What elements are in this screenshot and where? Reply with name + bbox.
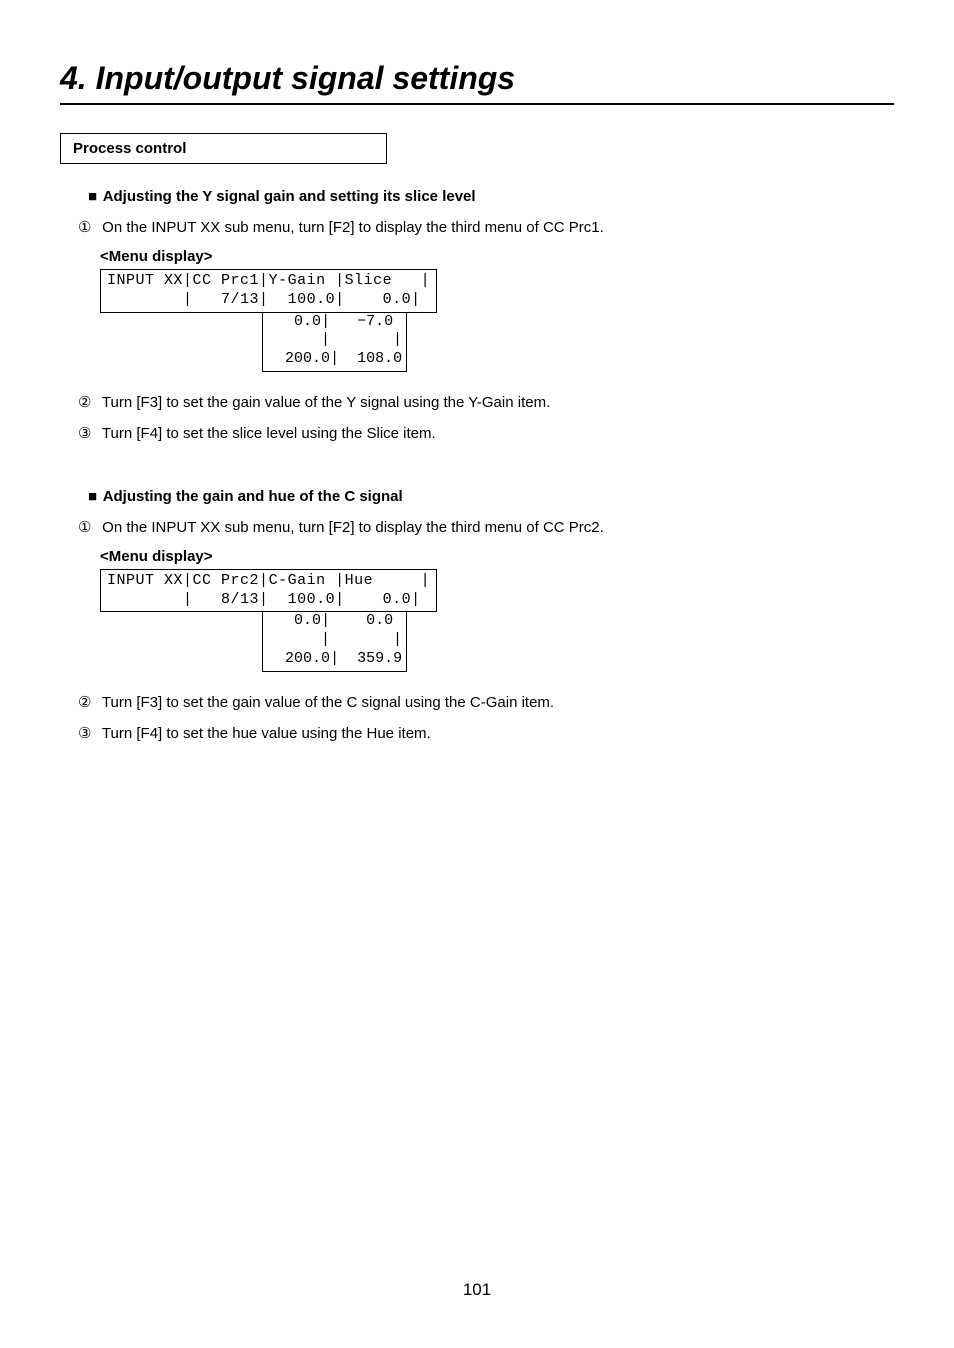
step-number-3-icon: ③	[78, 723, 98, 744]
section2-step1-text: On the INPUT XX sub menu, turn [F2] to d…	[102, 519, 604, 536]
section1-menu-display: INPUT XX|CC Prc1|Y-Gain |Slice | | 7/13|…	[100, 269, 437, 313]
section1-step3: ③ Turn [F4] to set the slice level using…	[78, 423, 894, 444]
s1-r4-max: 108.0	[357, 350, 402, 367]
title-rule	[60, 103, 894, 105]
s2-col2-h: CC Prc2	[193, 572, 260, 589]
s1-col1-h: INPUT XX	[107, 272, 183, 289]
step-number-2-icon: ②	[78, 392, 98, 413]
step-number-1-icon: ①	[78, 217, 98, 238]
section2-step1: ① On the INPUT XX sub menu, turn [F2] to…	[78, 517, 894, 538]
s2-r4-min: 0.0	[366, 612, 393, 629]
section1-step1: ① On the INPUT XX sub menu, turn [F2] to…	[78, 217, 894, 238]
s1-col4-h: Slice	[345, 272, 393, 289]
section1-range-box: 0.0| −7.0 | | 200.0| 108.0	[100, 312, 407, 372]
s2-col4-h: Hue	[345, 572, 374, 589]
chapter-title: 4. Input/output signal settings	[60, 60, 894, 97]
section1-step3-text: Turn [F4] to set the slice level using t…	[102, 425, 436, 442]
section2-heading: ■ Adjusting the gain and hue of the C si…	[88, 488, 894, 505]
section1-step2-text: Turn [F3] to set the gain value of the Y…	[102, 394, 550, 411]
s2-col2-v: 8/13	[221, 591, 259, 608]
section1-heading-text: Adjusting the Y signal gain and setting …	[103, 188, 476, 205]
s1-col2-v: 7/13	[221, 291, 259, 308]
process-control-box: Process control	[60, 133, 387, 164]
section2-heading-text: Adjusting the gain and hue of the C sign…	[103, 488, 403, 505]
section2-step2: ② Turn [F3] to set the gain value of the…	[78, 692, 894, 713]
section2-menu-label: <Menu display>	[100, 548, 894, 565]
section1-step1-text: On the INPUT XX sub menu, turn [F2] to d…	[102, 219, 604, 236]
s1-col3-v: 100.0	[288, 291, 336, 308]
s1-r3-min: 0.0	[294, 313, 321, 330]
page-number: 101	[0, 1280, 954, 1300]
s2-col1-h: INPUT XX	[107, 572, 183, 589]
step-number-3-icon: ③	[78, 423, 98, 444]
square-bullet-icon: ■	[88, 488, 97, 505]
s2-r3-min: 0.0	[294, 612, 321, 629]
section2-step3: ③ Turn [F4] to set the hue value using t…	[78, 723, 894, 744]
step-number-2-icon: ②	[78, 692, 98, 713]
square-bullet-icon: ■	[88, 188, 97, 205]
section2-step2-text: Turn [F3] to set the gain value of the C…	[102, 694, 554, 711]
section2-range-box: 0.0| 0.0 | | 200.0| 359.9	[100, 611, 407, 671]
s2-col3-v: 100.0	[288, 591, 336, 608]
section2-range-inner: 0.0| 0.0 | | 200.0| 359.9	[262, 611, 407, 671]
s1-col4-v: 0.0	[383, 291, 412, 308]
s2-r4-max: 359.9	[357, 650, 402, 667]
s1-col2-h: CC Prc1	[193, 272, 260, 289]
step-number-1-icon: ①	[78, 517, 98, 538]
s1-col3-h: Y-Gain	[269, 272, 326, 289]
section1-menu-label: <Menu display>	[100, 248, 894, 265]
s2-col3-h: C-Gain	[269, 572, 326, 589]
s2-r3-max: 200.0	[285, 650, 330, 667]
s2-col4-v: 0.0	[383, 591, 412, 608]
section2-menu-display: INPUT XX|CC Prc2|C-Gain |Hue | | 8/13| 1…	[100, 569, 437, 613]
s1-r4-min: −7.0	[357, 313, 393, 330]
section2-step3-text: Turn [F4] to set the hue value using the…	[102, 725, 431, 742]
section1-range-inner: 0.0| −7.0 | | 200.0| 108.0	[262, 312, 407, 372]
s1-r3-max: 200.0	[285, 350, 330, 367]
section1-step2: ② Turn [F3] to set the gain value of the…	[78, 392, 894, 413]
section1-heading: ■ Adjusting the Y signal gain and settin…	[88, 188, 894, 205]
